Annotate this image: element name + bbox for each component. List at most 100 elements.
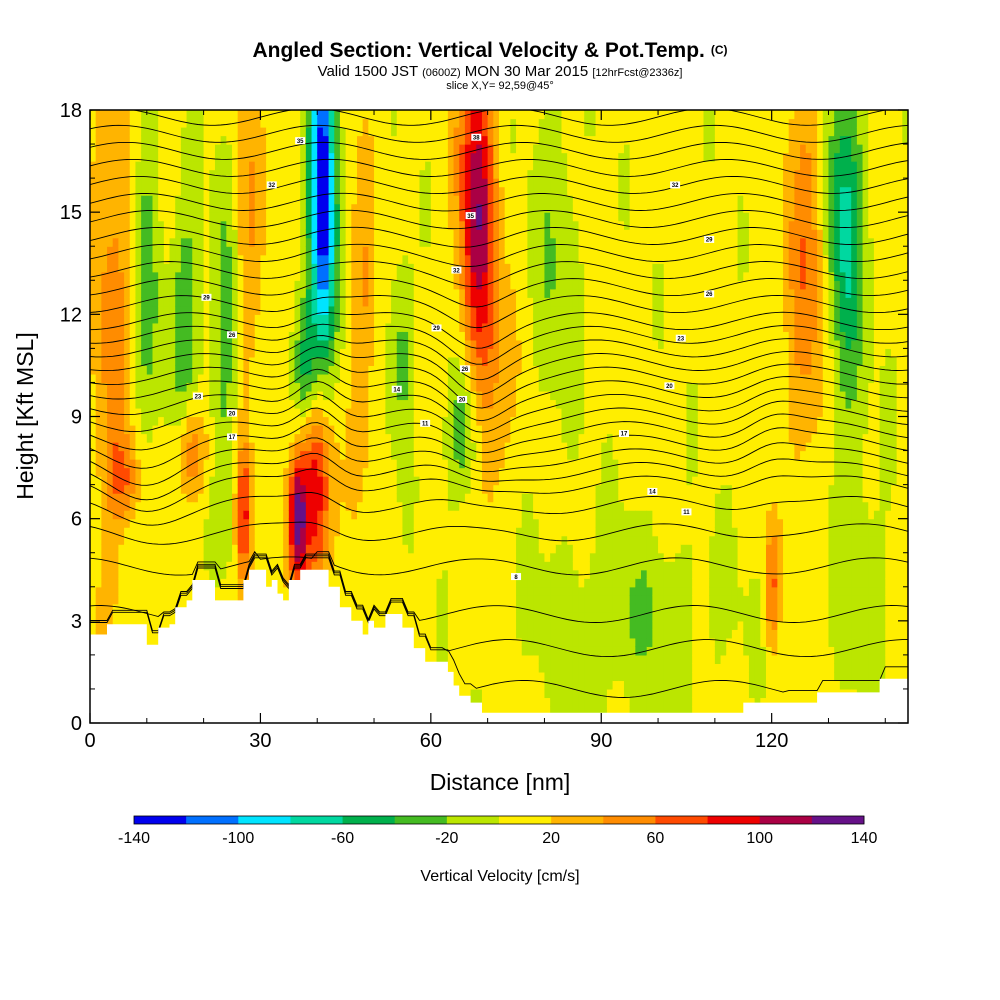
velocity-cell <box>95 612 102 622</box>
velocity-cell <box>345 578 352 588</box>
velocity-cell <box>362 229 369 239</box>
velocity-cell <box>277 271 284 281</box>
velocity-cell <box>141 399 148 409</box>
velocity-cell <box>186 271 193 281</box>
velocity-cell <box>226 212 233 222</box>
velocity-cell <box>90 297 97 307</box>
velocity-cell <box>192 305 199 315</box>
velocity-cell <box>385 450 392 460</box>
velocity-cell <box>374 561 381 571</box>
velocity-cell <box>481 612 489 622</box>
velocity-cell <box>118 484 125 494</box>
velocity-cell <box>135 612 142 622</box>
velocity-cell <box>379 305 386 315</box>
velocity-cell <box>368 416 375 426</box>
velocity-cell <box>112 561 119 571</box>
velocity-cell <box>283 459 290 469</box>
velocity-cell <box>453 356 460 367</box>
velocity-cell <box>90 135 97 145</box>
velocity-cell <box>197 254 205 264</box>
velocity-cell <box>305 518 313 528</box>
velocity-cell <box>129 552 137 562</box>
velocity-cell <box>101 561 108 571</box>
velocity-cell <box>476 212 483 222</box>
velocity-cell <box>425 561 432 571</box>
velocity-cell <box>374 433 381 443</box>
velocity-cell <box>391 390 398 401</box>
velocity-cell <box>209 365 216 375</box>
velocity-cell <box>249 382 256 392</box>
velocity-cell <box>339 527 347 537</box>
velocity-cell <box>118 339 125 349</box>
velocity-cell <box>158 501 165 511</box>
velocity-cell <box>413 493 421 503</box>
velocity-cell <box>300 297 307 307</box>
velocity-cell <box>464 535 472 545</box>
velocity-cell <box>232 246 239 256</box>
velocity-cell <box>226 442 233 452</box>
velocity-cell <box>271 561 279 571</box>
velocity-cell <box>101 254 108 264</box>
velocity-cell <box>351 510 358 520</box>
velocity-cell <box>95 229 102 239</box>
velocity-cell <box>453 416 460 426</box>
velocity-cell <box>436 339 443 349</box>
velocity-cell <box>470 476 477 486</box>
velocity-cell <box>180 186 188 196</box>
velocity-cell <box>362 169 369 179</box>
velocity-cell <box>186 229 193 239</box>
velocity-cell <box>254 314 262 324</box>
velocity-cell <box>152 127 159 137</box>
velocity-cell <box>232 127 239 137</box>
velocity-cell <box>413 595 421 605</box>
velocity-cell <box>169 373 176 384</box>
velocity-cell <box>175 118 182 128</box>
velocity-cell <box>436 178 443 188</box>
velocity-cell <box>243 450 250 460</box>
velocity-cell <box>305 484 313 494</box>
velocity-cell <box>226 425 233 435</box>
velocity-cell <box>180 288 188 298</box>
velocity-cell <box>345 135 352 145</box>
velocity-cell <box>226 484 233 494</box>
velocity-cell <box>311 314 318 324</box>
velocity-cell <box>107 127 114 137</box>
velocity-cell <box>351 229 358 239</box>
velocity-cell <box>271 263 279 273</box>
velocity-cell <box>317 212 324 222</box>
velocity-cell <box>470 297 477 307</box>
velocity-cell <box>220 152 227 162</box>
velocity-cell <box>470 186 477 196</box>
velocity-cell <box>368 110 375 120</box>
velocity-cell <box>419 399 426 409</box>
velocity-cell <box>152 399 159 409</box>
velocity-cell <box>101 595 108 605</box>
velocity-cell <box>413 637 421 647</box>
velocity-cell <box>226 416 233 426</box>
velocity-cell <box>408 280 415 290</box>
velocity-cell <box>101 263 108 273</box>
velocity-cell <box>237 569 244 579</box>
velocity-cell <box>391 169 398 179</box>
velocity-cell <box>192 348 199 358</box>
velocity-cell <box>260 535 267 545</box>
velocity-cell <box>408 339 415 349</box>
velocity-cell <box>283 433 290 443</box>
velocity-cell <box>396 510 404 520</box>
velocity-cell <box>294 450 301 460</box>
velocity-cell <box>322 552 330 562</box>
velocity-cell <box>294 110 301 120</box>
velocity-cell <box>169 544 176 554</box>
velocity-cell <box>158 416 165 426</box>
velocity-cell <box>345 416 352 426</box>
velocity-cell <box>379 339 386 349</box>
velocity-cell <box>112 263 119 273</box>
velocity-cell <box>254 271 262 281</box>
velocity-cell <box>163 603 171 613</box>
velocity-cell <box>112 459 119 469</box>
velocity-cell <box>436 646 443 656</box>
velocity-cell <box>220 501 227 511</box>
velocity-cell <box>260 331 267 341</box>
velocity-cell <box>385 416 392 426</box>
velocity-cell <box>442 186 449 196</box>
